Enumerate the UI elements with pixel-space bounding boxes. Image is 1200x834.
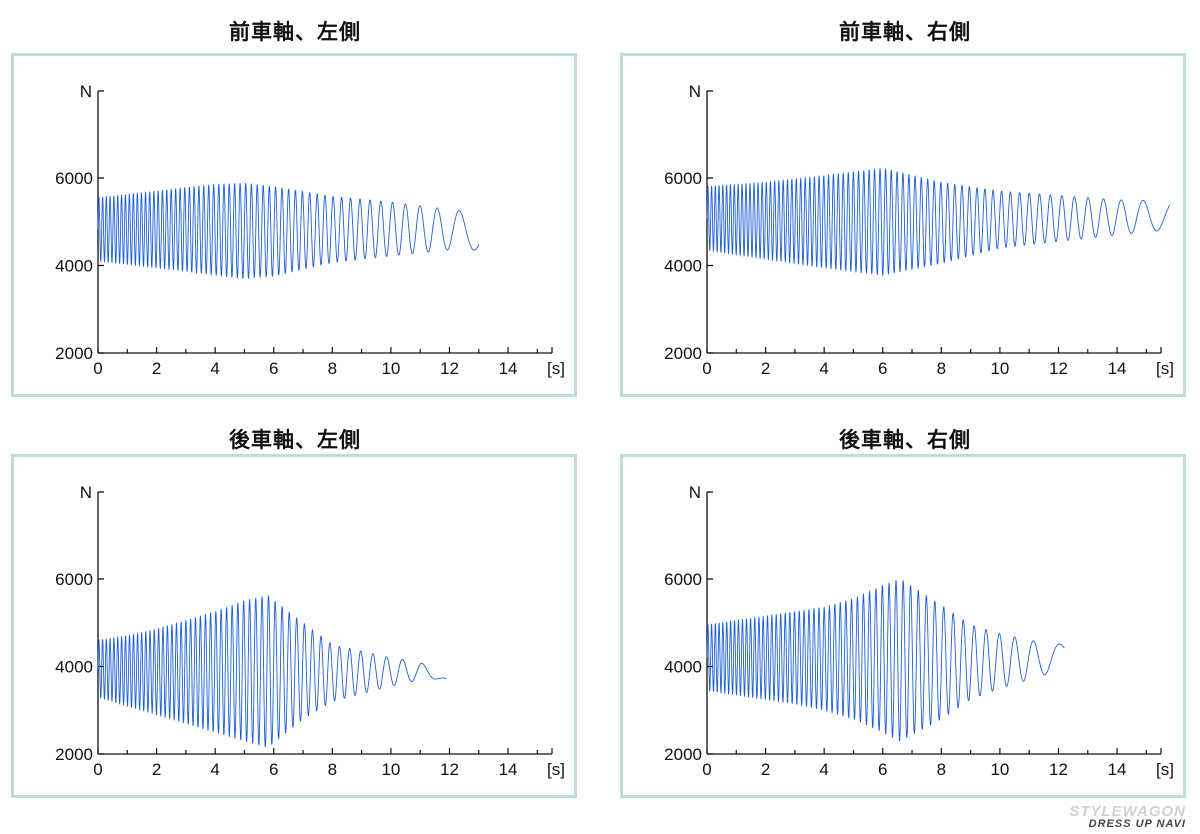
x-tick-label: 12 bbox=[1049, 359, 1068, 378]
y-axis-label: N bbox=[689, 82, 701, 101]
x-tick-label: 6 bbox=[269, 359, 278, 378]
y-tick-label: 4000 bbox=[664, 658, 702, 677]
y-tick-label: 4000 bbox=[55, 658, 93, 677]
chart-svg: N 2000 4000 6000 0 2 4 6 8 10 12 14 [s] bbox=[664, 82, 1174, 378]
x-tick-label: 2 bbox=[152, 760, 161, 779]
x-tick-label: 10 bbox=[990, 760, 1009, 779]
y-tick-label: 6000 bbox=[664, 570, 702, 589]
series-line bbox=[97, 595, 447, 748]
chart-title: 後車軸、右側 bbox=[839, 428, 971, 452]
x-tick-label: 14 bbox=[1108, 760, 1127, 779]
x-tick-label: 8 bbox=[328, 760, 337, 779]
chart-title: 後車軸、左側 bbox=[229, 428, 361, 452]
x-tick-label: 14 bbox=[1108, 359, 1127, 378]
y-tick-label: 6000 bbox=[55, 169, 93, 188]
x-tick-label: 0 bbox=[93, 760, 102, 779]
chart-panel-front-right: N 2000 4000 6000 0 2 4 6 8 10 12 14 [s] bbox=[620, 53, 1186, 397]
chart-title: 前車軸、左側 bbox=[229, 20, 361, 44]
x-tick-label: 8 bbox=[937, 359, 946, 378]
y-axis-label: N bbox=[80, 82, 92, 101]
y-axis-label: N bbox=[80, 483, 92, 502]
watermark-line1: STYLEWAGON bbox=[1069, 803, 1186, 820]
chart-panel-front-left: N 2000 4000 6000 0 2 4 6 8 10 12 14 [s] bbox=[11, 53, 577, 397]
x-tick-label: 14 bbox=[499, 760, 518, 779]
x-tick-label: 8 bbox=[937, 760, 946, 779]
watermark-logo: STYLEWAGON DRESS UP NAVI bbox=[1069, 804, 1186, 830]
watermark-line2: DRESS UP NAVI bbox=[1088, 818, 1186, 830]
x-axis-label: [s] bbox=[547, 359, 565, 378]
x-tick-label: 12 bbox=[440, 359, 459, 378]
x-tick-label: 14 bbox=[499, 359, 518, 378]
chart-svg: N 2000 4000 6000 0 2 4 6 8 10 12 14 [s] bbox=[664, 483, 1174, 779]
x-tick-label: 0 bbox=[702, 760, 711, 779]
chart-svg: N 2000 4000 6000 0 2 4 6 8 10 12 14 [s] bbox=[55, 483, 565, 779]
y-tick-label: 2000 bbox=[55, 344, 93, 363]
x-tick-label: 4 bbox=[210, 760, 219, 779]
y-axis-label: N bbox=[689, 483, 701, 502]
y-tick-label: 2000 bbox=[664, 745, 702, 764]
x-tick-label: 2 bbox=[761, 760, 770, 779]
y-tick-label: 6000 bbox=[55, 570, 93, 589]
y-tick-label: 2000 bbox=[55, 745, 93, 764]
y-tick-label: 4000 bbox=[55, 257, 93, 276]
x-axis-label: [s] bbox=[1156, 760, 1174, 779]
x-axis-label: [s] bbox=[547, 760, 565, 779]
x-tick-label: 4 bbox=[819, 359, 828, 378]
chart-panel-rear-right: N 2000 4000 6000 0 2 4 6 8 10 12 14 [s] bbox=[620, 454, 1186, 798]
series-line bbox=[706, 167, 1171, 277]
x-tick-label: 0 bbox=[93, 359, 102, 378]
x-tick-label: 4 bbox=[210, 359, 219, 378]
series-line bbox=[97, 182, 480, 280]
series-line bbox=[706, 580, 1065, 742]
x-tick-label: 10 bbox=[990, 359, 1009, 378]
chart-panel-rear-left: N 2000 4000 6000 0 2 4 6 8 10 12 14 [s] bbox=[11, 454, 577, 798]
x-axis-label: [s] bbox=[1156, 359, 1174, 378]
chart-svg: N 2000 4000 6000 0 2 4 6 8 10 12 14 [s] bbox=[55, 82, 565, 378]
x-tick-label: 10 bbox=[381, 760, 400, 779]
chart-title: 前車軸、右側 bbox=[839, 20, 971, 44]
x-tick-label: 8 bbox=[328, 359, 337, 378]
x-tick-label: 4 bbox=[819, 760, 828, 779]
y-tick-label: 4000 bbox=[664, 257, 702, 276]
y-tick-label: 2000 bbox=[664, 344, 702, 363]
x-tick-label: 6 bbox=[269, 760, 278, 779]
x-tick-label: 0 bbox=[702, 359, 711, 378]
x-tick-label: 6 bbox=[878, 359, 887, 378]
x-tick-label: 12 bbox=[440, 760, 459, 779]
x-tick-label: 12 bbox=[1049, 760, 1068, 779]
x-tick-label: 10 bbox=[381, 359, 400, 378]
x-tick-label: 2 bbox=[152, 359, 161, 378]
y-tick-label: 6000 bbox=[664, 169, 702, 188]
x-tick-label: 2 bbox=[761, 359, 770, 378]
x-tick-label: 6 bbox=[878, 760, 887, 779]
